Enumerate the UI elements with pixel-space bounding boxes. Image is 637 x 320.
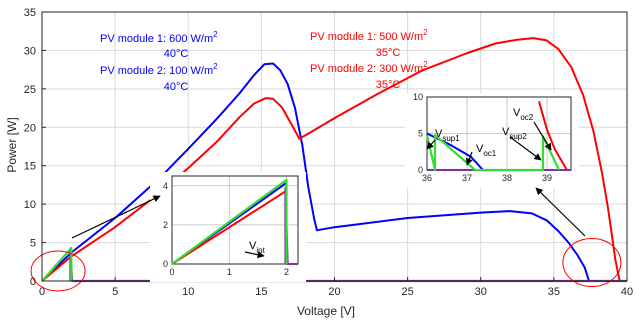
- inset-y-tick-label: 0: [163, 259, 168, 269]
- y-axis-label: Power [W]: [5, 117, 19, 172]
- v-oc1-arrow: [465, 151, 473, 166]
- blue-condition-label: PV module 1: 600 W/m2: [100, 30, 218, 45]
- inset-green-curve: [171, 178, 288, 265]
- axes: [41, 11, 628, 282]
- inset-y-tick-label: 2: [163, 220, 168, 230]
- blue-condition-label: 40°C: [164, 48, 189, 60]
- inset-red-curve: [538, 101, 568, 171]
- annotations: PV module 1: 600 W/m2 40°C PV module 2: 10…: [100, 28, 428, 93]
- inset-y-tick-label: 4: [163, 181, 168, 191]
- x-tick-label: 0: [39, 286, 45, 298]
- x-tick-label: 40: [621, 286, 633, 298]
- y-tick-label: 20: [24, 122, 36, 134]
- blue-power-curve: [41, 62, 590, 282]
- inset-x-tick-label: 0: [169, 267, 174, 277]
- inset-x-tick-label: 1: [227, 267, 232, 277]
- inset-x-tick-label: 2: [284, 267, 289, 277]
- x-tick-label: 10: [182, 286, 194, 298]
- red-condition-label: PV module 2: 300 W/m2: [310, 60, 428, 75]
- low-zoom-arrow: [71, 195, 161, 239]
- y-tick-label: 0: [30, 276, 36, 288]
- inset-frame: [171, 175, 299, 265]
- y-tick-label: 35: [24, 7, 36, 19]
- red-condition-label: 35°C: [376, 79, 401, 91]
- x-tick-label: 35: [548, 286, 560, 298]
- blue-condition-label: 40°C: [164, 81, 189, 93]
- y-tick-label: 30: [24, 45, 36, 57]
- x-tick-label: 25: [402, 286, 414, 298]
- y-tick-label: 5: [30, 238, 36, 250]
- green-track-curve: [41, 246, 73, 282]
- y-tick-label: 10: [24, 199, 36, 211]
- highlight-ellipses: [30, 238, 622, 292]
- plot-frame: [41, 11, 628, 282]
- inset-y-tick-label: 0: [418, 165, 423, 175]
- blue-condition-label: PV module 2: 100 W/m2: [100, 62, 218, 77]
- inset-x-tick-label: 38: [502, 173, 512, 183]
- inset-y-tick-label: 5: [418, 129, 423, 139]
- inset-arrows: [71, 121, 586, 259]
- red-condition-label: 35°C: [376, 47, 401, 59]
- v-sup2-arrow: [509, 136, 542, 161]
- y-tick-label: 25: [24, 84, 36, 96]
- x-tick-label: 30: [475, 286, 487, 298]
- x-tick-label: 5: [112, 286, 118, 298]
- x-tick-label: 20: [328, 286, 340, 298]
- v-sup1-arrow: [426, 139, 436, 150]
- inset-x-tick-label: 36: [422, 173, 432, 183]
- high-voltage-ellipse: [562, 238, 622, 288]
- red-power-curve: [41, 37, 621, 282]
- red-condition-label: PV module 1: 500 W/m2: [310, 28, 428, 43]
- inset-x-tick-label: 37: [462, 173, 472, 183]
- x-axis-label: Voltage [V]: [297, 304, 355, 318]
- y-tick-label: 15: [24, 161, 36, 173]
- high-zoom-arrow: [535, 187, 586, 237]
- low-voltage-ellipse: [30, 250, 86, 292]
- inset-x-tick-label: 39: [542, 173, 552, 183]
- v-oc2-arrow: [533, 121, 552, 151]
- inset-y-tick-label: 10: [413, 92, 423, 102]
- inset-red-curve: [171, 189, 288, 265]
- v-int-arrow: [244, 251, 265, 259]
- x-tick-label: 15: [255, 286, 267, 298]
